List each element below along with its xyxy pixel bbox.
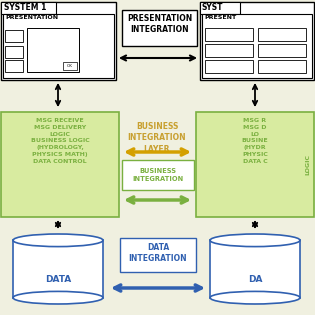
Bar xyxy=(27,28,79,72)
Bar xyxy=(210,240,300,298)
Ellipse shape xyxy=(210,234,300,247)
Text: MSG RECEIVE
MSG DELIVERY
LOGIC
BUSINESS LOGIC
(HYDROLOGY,
PHYSICS MATH)
DATA CON: MSG RECEIVE MSG DELIVERY LOGIC BUSINESS … xyxy=(31,118,89,164)
Ellipse shape xyxy=(13,291,103,304)
Text: LOGIC: LOGIC xyxy=(306,154,311,175)
Text: OK: OK xyxy=(67,64,73,68)
Bar xyxy=(258,28,306,41)
Bar xyxy=(200,2,240,14)
Bar xyxy=(205,60,253,73)
Text: MSG R
MSG D
LO
BUSINE
(HYDR
PHYSIC
DATA C: MSG R MSG D LO BUSINE (HYDR PHYSIC DATA … xyxy=(242,118,268,164)
Bar xyxy=(5,60,23,72)
Bar xyxy=(258,60,306,73)
Bar xyxy=(122,160,194,190)
Bar xyxy=(5,30,23,42)
Bar xyxy=(1,112,119,217)
Ellipse shape xyxy=(13,234,103,247)
Text: PRESENTATION: PRESENTATION xyxy=(5,15,58,20)
Text: BUSINESS
INTEGRATION: BUSINESS INTEGRATION xyxy=(132,168,184,182)
Text: DA: DA xyxy=(248,275,262,284)
Text: SYST: SYST xyxy=(202,3,224,12)
Bar xyxy=(3,14,114,78)
Bar xyxy=(202,14,312,78)
Bar xyxy=(196,112,314,217)
Bar xyxy=(1,2,56,14)
Text: SYSTEM 1: SYSTEM 1 xyxy=(4,3,46,12)
Bar xyxy=(200,2,314,80)
Bar xyxy=(13,240,103,298)
Bar xyxy=(205,44,253,57)
Text: BUSINESS
INTEGRATION
LAYER: BUSINESS INTEGRATION LAYER xyxy=(128,122,186,154)
Text: PRESENT: PRESENT xyxy=(204,15,236,20)
Bar xyxy=(122,10,197,46)
Bar xyxy=(120,238,196,272)
Text: DATA
INTEGRATION: DATA INTEGRATION xyxy=(129,243,187,263)
Ellipse shape xyxy=(210,291,300,304)
Bar xyxy=(63,62,77,70)
Text: DATA: DATA xyxy=(45,275,71,284)
Bar xyxy=(1,2,116,80)
Text: PRESENTATION
INTEGRATION: PRESENTATION INTEGRATION xyxy=(127,14,192,34)
Bar xyxy=(205,28,253,41)
Bar xyxy=(5,46,23,58)
Bar xyxy=(258,44,306,57)
